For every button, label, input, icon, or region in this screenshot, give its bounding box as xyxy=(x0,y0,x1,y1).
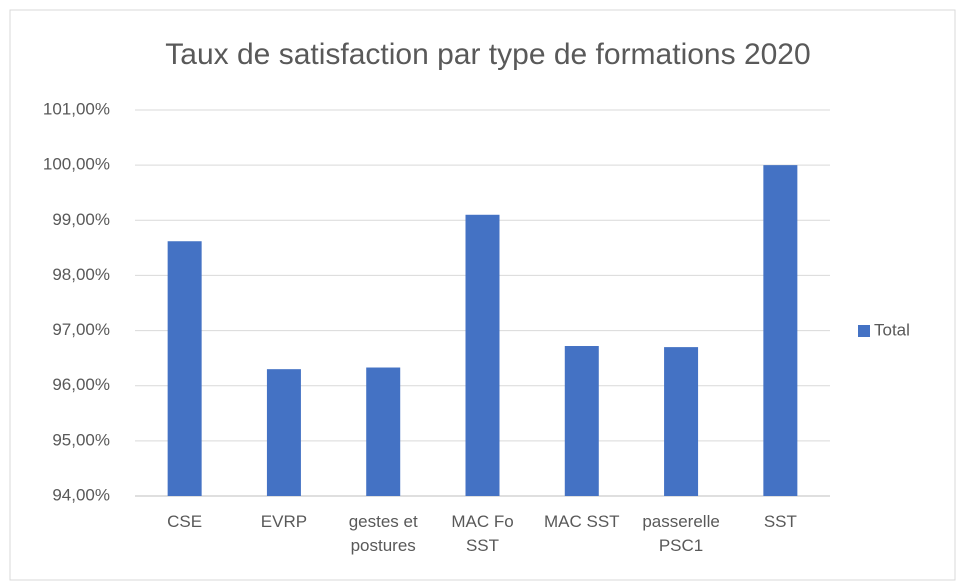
y-tick-label: 99,00% xyxy=(52,210,110,229)
bar xyxy=(763,165,798,496)
x-tick-label: MAC SST xyxy=(544,512,620,531)
bar xyxy=(366,367,401,496)
y-tick-label: 100,00% xyxy=(43,155,110,174)
x-tick-label: passerelle PSC1 xyxy=(642,512,720,555)
bar xyxy=(266,369,301,496)
bar xyxy=(564,346,599,496)
x-tick-label: gestes et postures xyxy=(348,512,418,555)
x-tick-label: MAC Fo SST xyxy=(451,512,514,555)
x-tick-label: EVRP xyxy=(260,512,308,531)
x-tick-label: SST xyxy=(763,512,797,531)
y-tick-label: 101,00% xyxy=(43,99,110,118)
bar xyxy=(664,347,699,496)
y-tick-label: 98,00% xyxy=(52,265,110,284)
y-tick-label: 96,00% xyxy=(52,375,110,394)
y-tick-label: 97,00% xyxy=(52,320,110,339)
legend-label: Total xyxy=(874,320,910,339)
legend-swatch xyxy=(858,325,870,337)
bar xyxy=(465,214,500,496)
chart-title: Taux de satisfaction par type de formati… xyxy=(165,38,810,71)
y-tick-label: 94,00% xyxy=(52,485,110,504)
x-tick-label: CSE xyxy=(167,512,203,531)
y-tick-label: 95,00% xyxy=(52,430,110,449)
bar xyxy=(167,241,202,496)
